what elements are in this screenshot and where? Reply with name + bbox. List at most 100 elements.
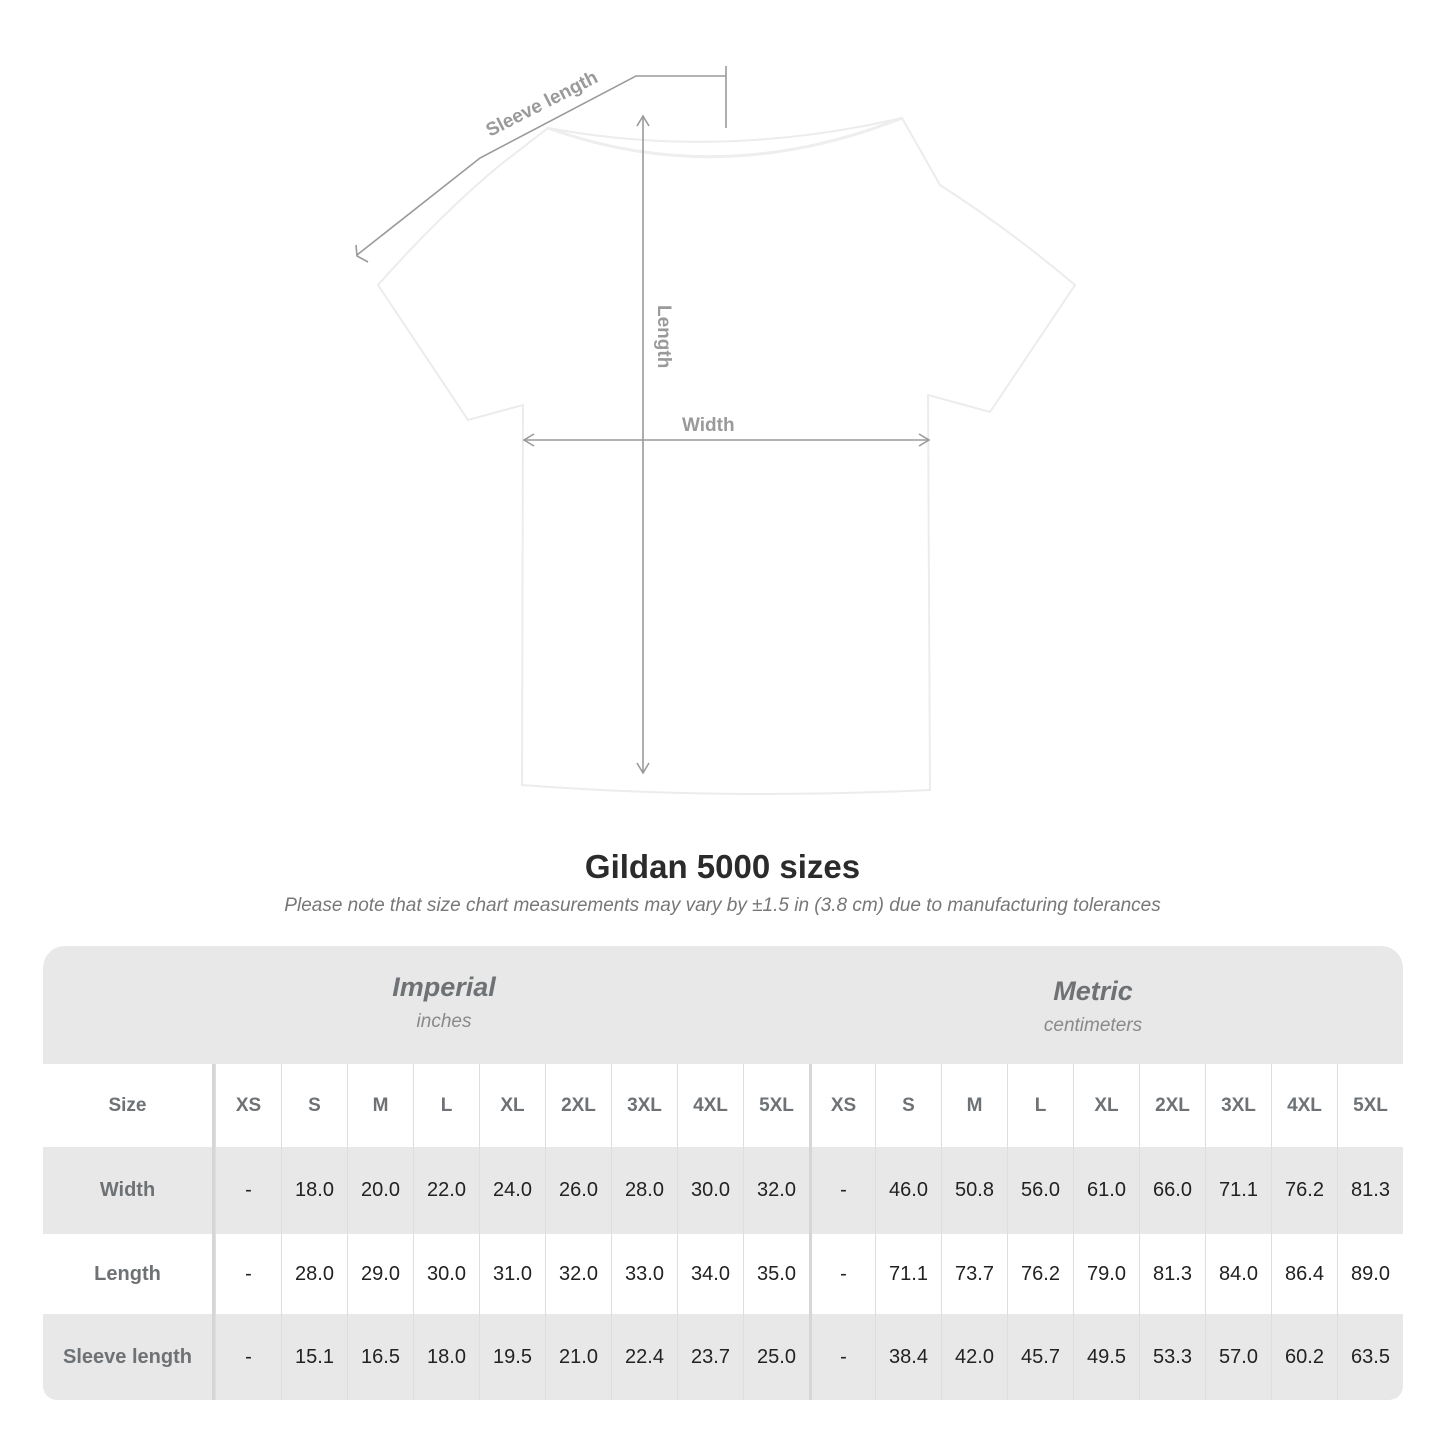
tshirt-diagram: Sleeve length Length Width [355, 66, 1077, 795]
row-label: Length [43, 1234, 215, 1314]
metric-value-cell: 38.4 [875, 1314, 941, 1400]
metric-value-cell: 76.2 [1007, 1234, 1073, 1314]
metric-value-cell: 86.4 [1271, 1234, 1337, 1314]
length-arrow-top [636, 114, 650, 127]
imperial-header: Imperial inches [294, 972, 594, 1033]
imperial-size-header: 4XL [677, 1064, 743, 1147]
metric-value-cell: 79.0 [1073, 1234, 1139, 1314]
size-table: Imperial inches Metric centimeters Size X… [43, 946, 1403, 1400]
metric-value-cell: 81.3 [1139, 1234, 1205, 1314]
imperial-value-cell: 25.0 [743, 1314, 809, 1400]
metric-value-cell: 89.0 [1337, 1234, 1403, 1314]
metric-unit: centimeters [1043, 1015, 1143, 1036]
tolerance-note: Please note that size chart measurements… [284, 895, 1161, 916]
sleeve-arrowhead [355, 244, 369, 263]
metric-value-cell: 46.0 [875, 1147, 941, 1234]
metric-value-cell: 61.0 [1073, 1147, 1139, 1234]
metric-size-header: 4XL [1271, 1064, 1337, 1147]
metric-value-cell: 53.3 [1139, 1314, 1205, 1400]
imperial-value-cell: 18.0 [413, 1314, 479, 1400]
imperial-value-cell: 32.0 [743, 1147, 809, 1234]
imperial-unit: inches [416, 1011, 472, 1032]
metric-value-cell: 60.2 [1271, 1314, 1337, 1400]
metric-value-cell: - [809, 1234, 875, 1314]
metric-size-header: 3XL [1205, 1064, 1271, 1147]
imperial-title: Imperial [392, 972, 496, 1002]
metric-value-cell: 71.1 [1205, 1147, 1271, 1234]
imperial-value-cell: 31.0 [479, 1234, 545, 1314]
imperial-value-cell: 28.0 [281, 1234, 347, 1314]
metric-size-header: XS [809, 1064, 875, 1147]
imperial-value-cell: 22.4 [611, 1314, 677, 1400]
imperial-size-header: M [347, 1064, 413, 1147]
imperial-value-cell: 33.0 [611, 1234, 677, 1314]
imperial-value-cell: 34.0 [677, 1234, 743, 1314]
metric-value-cell: 84.0 [1205, 1234, 1271, 1314]
imperial-value-cell: 28.0 [611, 1147, 677, 1234]
metric-size-header: L [1007, 1064, 1073, 1147]
imperial-value-cell: 23.7 [677, 1314, 743, 1400]
imperial-value-cell: - [215, 1314, 281, 1400]
metric-size-header: M [941, 1064, 1007, 1147]
imperial-size-header: XS [215, 1064, 281, 1147]
imperial-value-cell: 24.0 [479, 1147, 545, 1234]
imperial-value-cell: 30.0 [413, 1234, 479, 1314]
metric-value-cell: 81.3 [1337, 1147, 1403, 1234]
imperial-value-cell: 22.0 [413, 1147, 479, 1234]
metric-value-cell: 57.0 [1205, 1314, 1271, 1400]
imperial-value-cell: 32.0 [545, 1234, 611, 1314]
size-header-row: Size XS S M L XL 2XL 3XL 4XL 5XL XS S M L XL 2XL 3XL 4XL 5… [43, 1064, 1403, 1147]
imperial-size-header: XL [479, 1064, 545, 1147]
imperial-value-cell: 29.0 [347, 1234, 413, 1314]
metric-value-cell: 71.1 [875, 1234, 941, 1314]
metric-title: Metric [1053, 976, 1133, 1006]
sleeve-length-line [356, 75, 726, 256]
metric-value-cell: 73.7 [941, 1234, 1007, 1314]
metric-size-header: 5XL [1337, 1064, 1403, 1147]
metric-value-cell: 49.5 [1073, 1314, 1139, 1400]
metric-size-header: XL [1073, 1064, 1139, 1147]
width-arrow-left [522, 433, 535, 447]
imperial-value-cell: - [215, 1147, 281, 1234]
imperial-value-cell: 19.5 [479, 1314, 545, 1400]
table-row: Sleeve length -15.1 16.5 18.0 19.5 21.0 22.4 23… [43, 1314, 1403, 1400]
imperial-value-cell: 15.1 [281, 1314, 347, 1400]
size-label: Size [43, 1064, 215, 1147]
imperial-size-header: 5XL [743, 1064, 809, 1147]
metric-size-header: 2XL [1139, 1064, 1205, 1147]
metric-value-cell: 76.2 [1271, 1147, 1337, 1234]
imperial-value-cell: - [215, 1234, 281, 1314]
imperial-size-header: S [281, 1064, 347, 1147]
table-row: Length -28.0 29.0 30.0 31.0 32.0 33.0 34.0 35.0-… [43, 1234, 1403, 1314]
table-row: Width -18.0 20.0 22.0 24.0 26.0 28.0 30.0 32.0-4… [43, 1147, 1403, 1234]
row-label: Width [43, 1147, 215, 1234]
metric-value-cell: 56.0 [1007, 1147, 1073, 1234]
tshirt-image [376, 116, 1077, 795]
width-arrow-right [918, 433, 931, 447]
imperial-value-cell: 20.0 [347, 1147, 413, 1234]
imperial-size-header: 2XL [545, 1064, 611, 1147]
imperial-value-cell: 18.0 [281, 1147, 347, 1234]
imperial-size-header: L [413, 1064, 479, 1147]
metric-size-header: S [875, 1064, 941, 1147]
length-label: Length [653, 305, 674, 368]
collar [547, 116, 903, 159]
width-label: Width [682, 415, 735, 436]
imperial-size-header: 3XL [611, 1064, 677, 1147]
imperial-value-cell: 35.0 [743, 1234, 809, 1314]
metric-value-cell: 50.8 [941, 1147, 1007, 1234]
row-label: Sleeve length [43, 1314, 215, 1400]
imperial-value-cell: 30.0 [677, 1147, 743, 1234]
metric-value-cell: 42.0 [941, 1314, 1007, 1400]
metric-header: Metric centimeters [943, 976, 1243, 1037]
chart-title: Gildan 5000 sizes [584, 848, 861, 885]
imperial-value-cell: 16.5 [347, 1314, 413, 1400]
metric-value-cell: 45.7 [1007, 1314, 1073, 1400]
imperial-value-cell: 26.0 [545, 1147, 611, 1234]
metric-value-cell: - [809, 1147, 875, 1234]
metric-value-cell: - [809, 1314, 875, 1400]
metric-value-cell: 66.0 [1139, 1147, 1205, 1234]
length-arrow-bottom [636, 762, 650, 775]
metric-value-cell: 63.5 [1337, 1314, 1403, 1400]
units-header: Imperial inches Metric centimeters [43, 946, 1403, 1064]
